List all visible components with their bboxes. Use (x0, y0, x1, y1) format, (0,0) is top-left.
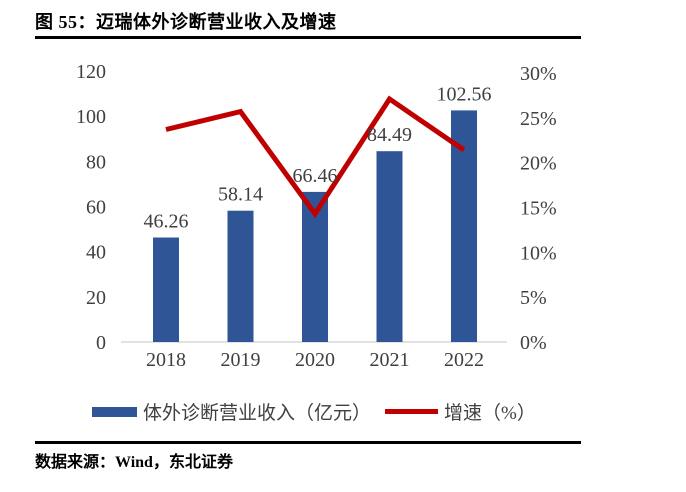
bar-2021 (376, 151, 403, 342)
bar-value-labels: 46.26 58.14 66.46 84.49 102.56 (144, 83, 492, 232)
left-axis-tick-label: 100 (76, 106, 106, 128)
x-axis-labels: 2018 2019 2020 2021 2022 (146, 349, 484, 371)
right-axis-tick-label: 30% (520, 63, 557, 85)
left-axis-tick-label: 40 (86, 242, 106, 264)
left-axis-tick-label: 20 (86, 287, 106, 309)
chart-plot: 0 20 40 60 80 100 120 0% 5% 10% 15% 20% 25% 30% 46.2… (76, 61, 557, 371)
legend-bar-swatch-icon (92, 406, 137, 417)
bar-value-label: 102.56 (437, 83, 492, 105)
right-axis-tick-label: 25% (520, 108, 557, 130)
data-source: 数据来源：Wind，东北证券 (35, 454, 233, 471)
revenue-bars (153, 110, 477, 343)
bar-2018 (153, 237, 179, 342)
x-axis-label: 2019 (221, 349, 261, 371)
right-axis-tick-label: 15% (520, 198, 557, 220)
right-axis-tick-label: 0% (520, 332, 547, 354)
legend-line-label: 增速（%） (444, 403, 536, 424)
legend-bar-label: 体外诊断营业收入（亿元） (143, 403, 372, 424)
right-axis-tick-label: 5% (520, 287, 547, 309)
left-axis-tick-label: 120 (76, 61, 106, 83)
bar-value-label: 46.26 (144, 211, 189, 233)
growth-line-series (165, 95, 466, 219)
growth-line (165, 95, 466, 219)
left-axis-tick-label: 0 (96, 332, 106, 354)
left-axis-ticks: 0 20 40 60 80 100 120 (76, 61, 106, 354)
chart-legend: 体外诊断营业收入（亿元） 增速（%） (92, 398, 536, 425)
x-axis-label: 2018 (146, 349, 186, 371)
x-axis-label: 2021 (370, 349, 410, 371)
bar-value-label: 66.46 (293, 165, 338, 187)
right-axis-tick-label: 10% (520, 242, 557, 264)
bar-value-label: 84.49 (367, 124, 412, 146)
source-divider (35, 441, 581, 444)
left-axis-tick-label: 60 (86, 197, 106, 219)
bar-value-label: 58.14 (218, 184, 263, 206)
bar-2019 (227, 210, 254, 342)
title-divider (35, 36, 581, 39)
right-axis-ticks: 0% 5% 10% 15% 20% 25% 30% (520, 63, 557, 354)
figure-title: 图 55：迈瑞体外诊断营业收入及增速 (35, 12, 337, 32)
legend-line-swatch-icon (385, 409, 439, 414)
x-axis-label: 2020 (295, 349, 335, 371)
left-axis-tick-label: 80 (86, 151, 106, 173)
right-axis-tick-label: 20% (520, 153, 557, 175)
x-axis-label: 2022 (444, 349, 484, 371)
